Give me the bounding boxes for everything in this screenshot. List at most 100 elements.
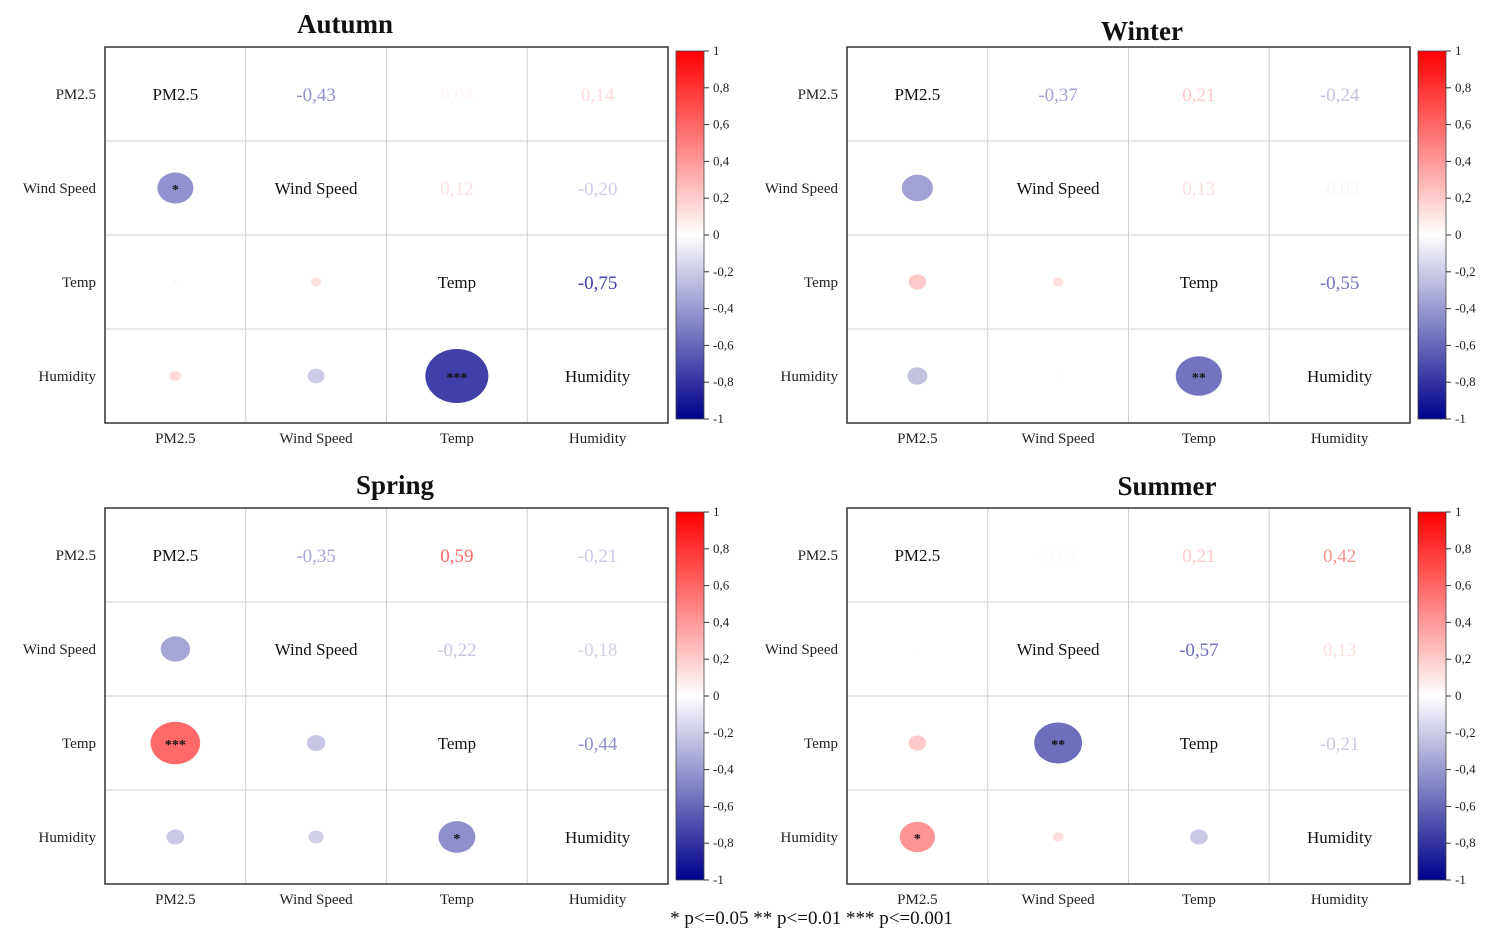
row-label-pm2-5: PM2.5 — [56, 87, 96, 103]
row-label-wind-speed: Wind Speed — [765, 642, 839, 658]
cell-circle-temp-wind-speed — [1052, 277, 1064, 287]
colorbar-tick-label: 0,8 — [713, 80, 729, 95]
panel-title-winter: Winter — [1101, 16, 1183, 46]
cell-circle-humidity-wind-speed — [307, 368, 325, 384]
cell-value-pm2-5-humidity: 0,14 — [581, 85, 615, 106]
panel-winter: Winter PM2.5 PM2.5 Wind Speed Wind Speed Temp… — [765, 16, 1476, 447]
col-label-wind-speed: Wind Speed — [1022, 892, 1096, 908]
panel-summer: Summer PM2.5 PM2.5 Wind Speed Wind Speed Temp… — [765, 471, 1476, 908]
colorbar-tick-label: 0,8 — [713, 541, 729, 556]
cell-value-wind-speed-temp: -0,57 — [1179, 640, 1219, 661]
row-label-humidity: Humidity — [38, 830, 96, 846]
col-label-pm2-5: PM2.5 — [897, 431, 937, 447]
row-label-humidity: Humidity — [38, 369, 96, 385]
col-label-temp: Temp — [440, 431, 474, 447]
diag-label-humidity: Humidity — [1307, 367, 1373, 386]
col-label-humidity: Humidity — [569, 892, 627, 908]
col-label-pm2-5: PM2.5 — [155, 431, 195, 447]
colorbar-tick-label: 1 — [1455, 504, 1462, 519]
colorbar-tick-label: 0,6 — [713, 578, 730, 593]
row-label-humidity: Humidity — [780, 369, 838, 385]
cell-value-temp-humidity: -0,55 — [1320, 273, 1360, 294]
col-label-humidity: Humidity — [1311, 431, 1369, 447]
cell-circle-humidity-wind-speed — [308, 830, 324, 844]
cell-circle-wind-speed-pm2-5 — [160, 636, 191, 662]
colorbar-tick-label: 0 — [713, 227, 720, 242]
cell-value-wind-speed-temp: 0,13 — [1182, 179, 1215, 200]
colorbar-tick-label: -1 — [1455, 411, 1466, 426]
row-label-temp: Temp — [62, 736, 96, 752]
row-label-temp: Temp — [804, 275, 838, 291]
significance-mark-humidity-temp: ** — [1192, 371, 1206, 386]
colorbar-tick-label: -1 — [1455, 872, 1466, 887]
colorbar-tick-label: 0,2 — [1455, 190, 1471, 205]
panel-title-spring: Spring — [356, 470, 435, 500]
diag-label-pm2-5: PM2.5 — [152, 546, 198, 565]
cell-circle-temp-wind-speed — [311, 277, 322, 287]
row-label-wind-speed: Wind Speed — [23, 181, 97, 197]
cell-value-pm2-5-wind-speed: -0,35 — [296, 546, 336, 567]
colorbar-tick-label: -0,6 — [713, 337, 734, 352]
cell-circle-humidity-temp — [1190, 829, 1208, 845]
significance-mark-humidity-pm2-5: * — [914, 832, 921, 847]
cell-circle-humidity-temp — [438, 821, 476, 853]
colorbar-tick-label: -0,2 — [1455, 725, 1476, 740]
cell-value-pm2-5-temp: 0,21 — [1182, 546, 1215, 567]
diag-label-pm2-5: PM2.5 — [894, 85, 940, 104]
cell-value-pm2-5-humidity: -0,21 — [578, 546, 618, 567]
cell-circle-temp-pm2-5 — [150, 721, 201, 765]
panel-title-summer: Summer — [1118, 471, 1217, 501]
cell-value-pm2-5-humidity: -0,24 — [1320, 85, 1360, 106]
cell-circle-wind-speed-pm2-5 — [157, 172, 194, 204]
colorbar-tick-label: -0,6 — [1455, 798, 1476, 813]
diag-label-temp: Temp — [438, 734, 476, 753]
cell-circle-humidity-wind-speed — [1056, 374, 1060, 378]
colorbar-tick-label: 0,4 — [713, 614, 730, 629]
cell-value-pm2-5-humidity: 0,42 — [1323, 546, 1356, 567]
cell-circle-wind-speed-pm2-5 — [901, 174, 933, 202]
diag-label-pm2-5: PM2.5 — [152, 85, 198, 104]
diag-label-temp: Temp — [438, 273, 476, 292]
colorbar-tick-label: 0,6 — [1455, 117, 1472, 132]
cell-circle-humidity-temp — [425, 349, 489, 403]
cell-circle-temp-wind-speed — [306, 735, 326, 751]
cell-value-wind-speed-humidity: -0,18 — [578, 640, 618, 661]
col-label-wind-speed: Wind Speed — [1022, 431, 1096, 447]
cell-value-wind-speed-humidity: -0,20 — [578, 179, 618, 200]
colorbar-tick-label: 0,8 — [1455, 80, 1471, 95]
significance-footnote: * p<=0.05 ** p<=0.01 *** p<=0.001 — [670, 908, 953, 929]
col-label-humidity: Humidity — [1311, 892, 1369, 908]
colorbar-tick-label: -0,8 — [713, 835, 734, 850]
cell-circle-wind-speed-pm2-5 — [916, 648, 918, 650]
cell-value-pm2-5-temp: 0,04 — [440, 85, 474, 106]
cell-value-wind-speed-humidity: -0,03 — [1320, 179, 1360, 200]
colorbar-tick-label: 0,2 — [713, 190, 729, 205]
panel-title-autumn: Autumn — [297, 9, 393, 39]
panel-frame-summer — [846, 507, 1411, 885]
colorbar-tick-label: -0,8 — [1455, 835, 1476, 850]
panel-spring: Spring PM2.5 PM2.5 Wind Speed Wind Speed Temp… — [23, 470, 734, 908]
row-label-pm2-5: PM2.5 — [798, 87, 838, 103]
colorbar-tick-label: 0,8 — [1455, 541, 1471, 556]
cell-value-wind-speed-temp: 0,12 — [440, 179, 473, 200]
cell-value-temp-humidity: -0,75 — [578, 273, 618, 294]
diag-label-temp: Temp — [1180, 734, 1218, 753]
panel-frame-autumn — [104, 46, 669, 424]
colorbar-tick-label: -0,4 — [713, 762, 734, 777]
cell-value-temp-humidity: -0,44 — [578, 734, 618, 755]
significance-mark-temp-wind-speed: ** — [1051, 738, 1065, 753]
cell-value-pm2-5-temp: 0,21 — [1182, 85, 1215, 106]
colorbar-tick-label: -0,2 — [713, 264, 734, 279]
significance-mark-humidity-temp: *** — [446, 371, 467, 386]
colorbar-tick-label: 0 — [713, 688, 720, 703]
colorbar-tick-label: -1 — [713, 411, 724, 426]
significance-mark-temp-pm2-5: *** — [165, 738, 186, 753]
diag-label-wind-speed: Wind Speed — [1017, 179, 1100, 198]
row-label-wind-speed: Wind Speed — [23, 642, 97, 658]
significance-mark-humidity-temp: * — [453, 832, 460, 847]
colorbar-tick-label: 1 — [1455, 43, 1462, 58]
cell-value-pm2-5-temp: 0,59 — [440, 546, 473, 567]
significance-mark-wind-speed-pm2-5: * — [172, 183, 179, 198]
diag-label-pm2-5: PM2.5 — [894, 546, 940, 565]
